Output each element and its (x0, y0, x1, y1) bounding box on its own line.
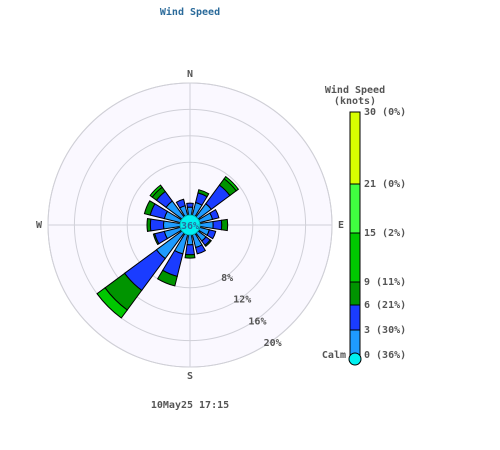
r-tick-label: 12% (233, 295, 251, 306)
wind-bar-segment (152, 233, 160, 246)
legend-label: 15 (2%) (364, 228, 406, 239)
legend-title: Wind Speed (325, 84, 385, 96)
wind-bar-segment (206, 229, 217, 240)
direction-label: N (187, 69, 193, 80)
legend-calm-label: Calm (322, 350, 346, 361)
wind-bar-segment (197, 189, 210, 198)
direction-label: W (36, 220, 43, 231)
legend-swatch (349, 281, 361, 306)
wind-bar-segment (194, 244, 207, 255)
footer: 10May25 17:15 (151, 400, 229, 411)
wind-bar-segment (204, 239, 213, 248)
wind-bar-segment (156, 269, 178, 287)
wind-bar-segment (212, 219, 223, 231)
legend-label: 6 (21%) (364, 300, 406, 311)
legend-label: 21 (0%) (364, 179, 406, 190)
wind-bar-segment (143, 200, 156, 216)
legend-swatch (349, 232, 361, 283)
calm-label: 36% (181, 221, 199, 232)
legend-swatch (349, 329, 361, 356)
calm-circle (179, 214, 201, 236)
direction-label: S (187, 371, 193, 382)
legend-label: 0 (36%) (364, 350, 406, 361)
legend-label: 9 (11%) (364, 277, 406, 288)
legend-calm (348, 352, 362, 366)
legend-swatch (349, 111, 361, 185)
legend-swatch (349, 304, 361, 331)
wind-bar-segment (149, 218, 165, 232)
direction-label: E (338, 220, 344, 231)
legend-subtitle: (knots) (334, 96, 376, 107)
r-tick-label: 16% (248, 316, 266, 327)
wind-bar-segment (146, 218, 152, 232)
wind-bar-segment (175, 198, 186, 209)
wind-bar-segment (184, 253, 196, 259)
wind-bar-segment (220, 218, 229, 232)
legend-swatch (349, 183, 361, 234)
legend-label: 30 (0%) (364, 107, 406, 118)
wind-bar-segment (223, 175, 240, 192)
wind-bar-segment (185, 244, 195, 256)
r-tick-label: 20% (264, 338, 282, 349)
legend-label: 3 (30%) (364, 325, 406, 336)
chart-title: Wind Speed (160, 6, 220, 18)
r-tick-label: 8% (221, 273, 233, 284)
wind-bar-segment (209, 208, 220, 221)
wind-bar-segment (96, 287, 128, 319)
wind-bar-segment (149, 184, 163, 198)
wind-bar-segment (186, 206, 194, 216)
wind-bar-segment (186, 202, 194, 208)
wind-bar-segment (186, 234, 194, 246)
